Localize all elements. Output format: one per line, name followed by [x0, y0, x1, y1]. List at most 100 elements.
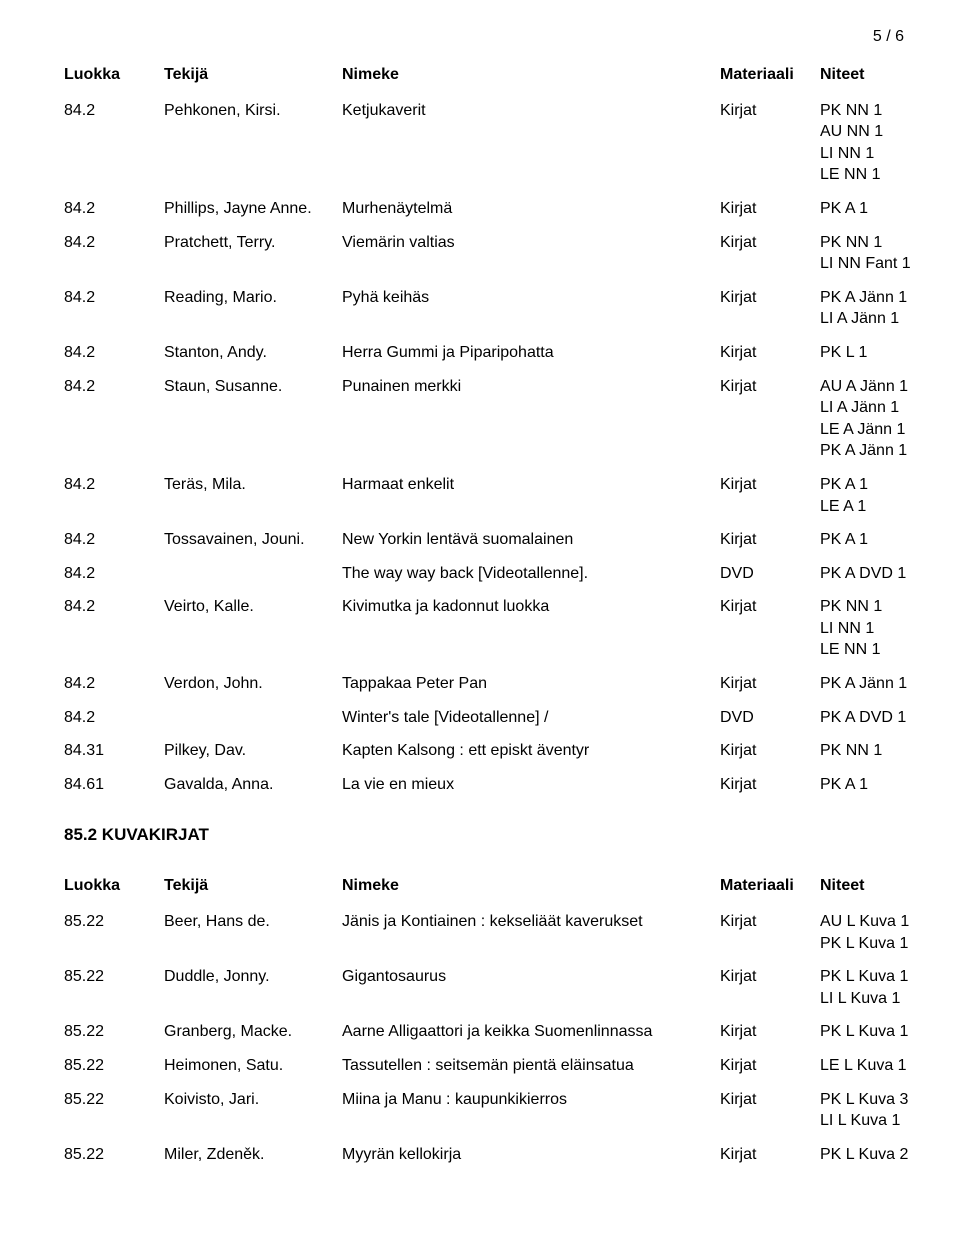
section-title-kuvakirjat: 85.2 KUVAKIRJAT — [64, 801, 912, 851]
cell-niteet: PK A DVD 1 — [820, 563, 912, 585]
table-row: 85.22Heimonen, Satu.Tassutellen : seitse… — [64, 1049, 912, 1083]
cell-niteet: PK A Jänn 1 LI A Jänn 1 — [820, 287, 912, 330]
table-row: 85.22Granberg, Macke.Aarne Alligaattori … — [64, 1015, 912, 1049]
cell-niteet: PK A 1 — [820, 774, 912, 796]
cell-nimeke: Miina ja Manu : kaupunkikierros — [342, 1089, 720, 1111]
cell-materiaali: DVD — [720, 707, 820, 729]
cell-materiaali: Kirjat — [720, 1144, 820, 1166]
table-row: 84.2Staun, Susanne.Punainen merkkiKirjat… — [64, 370, 912, 468]
cell-materiaali: Kirjat — [720, 596, 820, 618]
cell-niteet: PK L Kuva 2 — [820, 1144, 912, 1166]
cell-materiaali: Kirjat — [720, 1021, 820, 1043]
table-row: 85.22Beer, Hans de.Jänis ja Kontiainen :… — [64, 905, 912, 960]
cell-niteet: PK L 1 — [820, 342, 912, 364]
cell-materiaali: Kirjat — [720, 198, 820, 220]
cell-luokka: 84.2 — [64, 342, 164, 364]
table-header-row: Luokka Tekijä Nimeke Materiaali Niteet — [64, 40, 912, 94]
cell-tekija: Stanton, Andy. — [164, 342, 342, 364]
cell-tekija: Tossavainen, Jouni. — [164, 529, 342, 551]
cell-tekija: Pratchett, Terry. — [164, 232, 342, 254]
cell-niteet: PK L Kuva 1 — [820, 1021, 912, 1043]
cell-luokka: 84.2 — [64, 287, 164, 309]
cell-niteet: PK NN 1 — [820, 740, 912, 762]
cell-luokka: 85.22 — [64, 1021, 164, 1043]
cell-luokka: 85.22 — [64, 1144, 164, 1166]
cell-niteet: PK A 1 — [820, 529, 912, 551]
page: 5 / 6 Luokka Tekijä Nimeke Materiaali Ni… — [0, 0, 960, 1254]
cell-luokka: 85.22 — [64, 1055, 164, 1077]
cell-luokka: 84.2 — [64, 198, 164, 220]
cell-luokka: 84.2 — [64, 673, 164, 695]
cell-tekija: Duddle, Jonny. — [164, 966, 342, 988]
cell-tekija: Pehkonen, Kirsi. — [164, 100, 342, 122]
cell-tekija: Gavalda, Anna. — [164, 774, 342, 796]
cell-nimeke: Winter's tale [Videotallenne] / — [342, 707, 720, 729]
cell-materiaali: Kirjat — [720, 673, 820, 695]
cell-niteet: PK A DVD 1 — [820, 707, 912, 729]
table-row: 84.2Pehkonen, Kirsi.KetjukaveritKirjatPK… — [64, 94, 912, 192]
cell-niteet: AU L Kuva 1 PK L Kuva 1 — [820, 911, 912, 954]
cell-nimeke: Pyhä keihäs — [342, 287, 720, 309]
cell-tekija: Phillips, Jayne Anne. — [164, 198, 342, 220]
cell-luokka: 84.61 — [64, 774, 164, 796]
header2-materiaali: Materiaali — [720, 875, 820, 897]
cell-luokka: 84.2 — [64, 376, 164, 398]
cell-tekija: Miler, Zdeněk. — [164, 1144, 342, 1166]
cell-materiaali: Kirjat — [720, 911, 820, 933]
table-row: 84.31Pilkey, Dav.Kapten Kalsong : ett ep… — [64, 734, 912, 768]
cell-materiaali: Kirjat — [720, 232, 820, 254]
cell-niteet: PK NN 1 LI NN Fant 1 — [820, 232, 912, 275]
cell-materiaali: Kirjat — [720, 740, 820, 762]
cell-tekija: Veirto, Kalle. — [164, 596, 342, 618]
table-header-row-2: Luokka Tekijä Nimeke Materiaali Niteet — [64, 851, 912, 905]
cell-nimeke: Kivimutka ja kadonnut luokka — [342, 596, 720, 618]
cell-materiaali: Kirjat — [720, 100, 820, 122]
cell-niteet: PK A 1 LE A 1 — [820, 474, 912, 517]
cell-nimeke: Jänis ja Kontiainen : kekseliäät kaveruk… — [342, 911, 720, 933]
cell-materiaali: DVD — [720, 563, 820, 585]
header-luokka: Luokka — [64, 64, 164, 86]
header2-nimeke: Nimeke — [342, 875, 720, 897]
cell-nimeke: New Yorkin lentävä suomalainen — [342, 529, 720, 551]
cell-luokka: 84.2 — [64, 100, 164, 122]
cell-luokka: 84.2 — [64, 563, 164, 585]
cell-niteet: AU A Jänn 1 LI A Jänn 1 LE A Jänn 1 PK A… — [820, 376, 912, 462]
cell-niteet: PK A Jänn 1 — [820, 673, 912, 695]
table-body-1: 84.2Pehkonen, Kirsi.KetjukaveritKirjatPK… — [64, 94, 912, 802]
table-row: 84.61Gavalda, Anna.La vie en mieuxKirjat… — [64, 768, 912, 802]
cell-luokka: 84.31 — [64, 740, 164, 762]
cell-nimeke: Myyrän kellokirja — [342, 1144, 720, 1166]
cell-materiaali: Kirjat — [720, 474, 820, 496]
cell-tekija: Staun, Susanne. — [164, 376, 342, 398]
cell-tekija: Teräs, Mila. — [164, 474, 342, 496]
table-row: 85.22Miler, Zdeněk.Myyrän kellokirjaKirj… — [64, 1138, 912, 1172]
header2-luokka: Luokka — [64, 875, 164, 897]
table-row: 84.2 The way way back [Videotallenne].DVD… — [64, 557, 912, 591]
cell-materiaali: Kirjat — [720, 1055, 820, 1077]
cell-nimeke: Punainen merkki — [342, 376, 720, 398]
cell-tekija: Verdon, John. — [164, 673, 342, 695]
cell-tekija: Pilkey, Dav. — [164, 740, 342, 762]
header-niteet: Niteet — [820, 64, 912, 86]
cell-nimeke: The way way back [Videotallenne]. — [342, 563, 720, 585]
cell-luokka: 84.2 — [64, 232, 164, 254]
header-tekija: Tekijä — [164, 64, 342, 86]
table-row: 84.2Veirto, Kalle.Kivimutka ja kadonnut … — [64, 590, 912, 667]
cell-nimeke: Tassutellen : seitsemän pientä eläinsatu… — [342, 1055, 720, 1077]
header-nimeke: Nimeke — [342, 64, 720, 86]
cell-niteet: PK NN 1 LI NN 1 LE NN 1 — [820, 596, 912, 661]
cell-nimeke: Tappakaa Peter Pan — [342, 673, 720, 695]
cell-niteet: PK NN 1 AU NN 1 LI NN 1 LE NN 1 — [820, 100, 912, 186]
cell-tekija: Heimonen, Satu. — [164, 1055, 342, 1077]
table-row: 85.22Koivisto, Jari.Miina ja Manu : kaup… — [64, 1083, 912, 1138]
table-row: 84.2Winter's tale [Videotallenne] /DVDPK… — [64, 701, 912, 735]
cell-nimeke: Herra Gummi ja Piparipohatta — [342, 342, 720, 364]
cell-niteet: PK L Kuva 3 LI L Kuva 1 — [820, 1089, 912, 1132]
table-row: 84.2Teräs, Mila.Harmaat enkelitKirjatPK … — [64, 468, 912, 523]
cell-nimeke: Harmaat enkelit — [342, 474, 720, 496]
cell-nimeke: Ketjukaverit — [342, 100, 720, 122]
table-body-2: 85.22Beer, Hans de.Jänis ja Kontiainen :… — [64, 905, 912, 1171]
cell-nimeke: Gigantosaurus — [342, 966, 720, 988]
cell-tekija: Koivisto, Jari. — [164, 1089, 342, 1111]
cell-tekija: Reading, Mario. — [164, 287, 342, 309]
